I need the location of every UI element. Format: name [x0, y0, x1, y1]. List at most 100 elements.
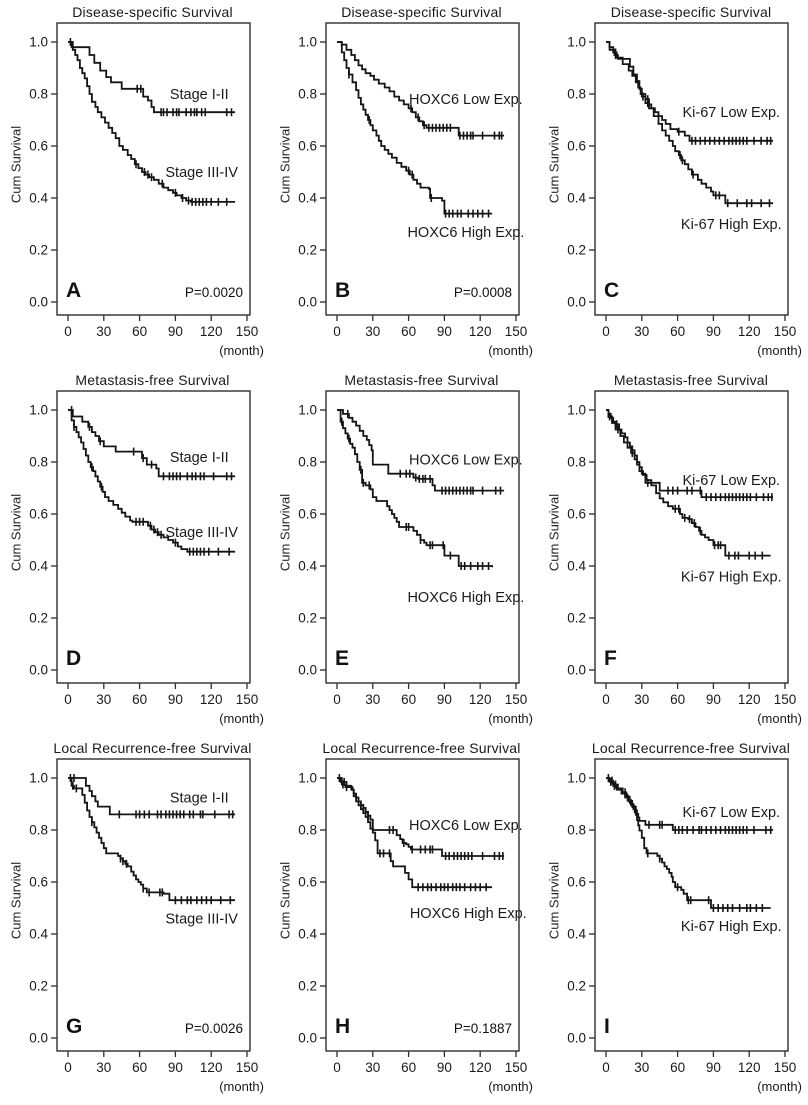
km-curve: [337, 777, 493, 889]
x-tick-label: 30: [96, 324, 111, 339]
x-axis-unit: (month): [219, 711, 264, 726]
censor-marks: [609, 777, 764, 912]
x-tick-label: 30: [365, 1060, 380, 1075]
series-label: Ki-67 Low Exp.: [683, 805, 781, 821]
panel-I: Local Recurrence-free Survival Cum Survi…: [538, 736, 808, 1105]
y-tick-label: 0.8: [298, 455, 317, 470]
y-tick-label: 0.6: [298, 875, 317, 890]
x-axis-unit: (month): [757, 343, 802, 358]
series-label: Stage I-II: [170, 450, 229, 466]
y-tick-label: 1.0: [298, 35, 317, 50]
censor-marks: [608, 412, 764, 560]
x-tick-label: 150: [505, 692, 528, 707]
y-tick-label: 1.0: [29, 771, 48, 786]
km-curve: [337, 409, 505, 492]
y-tick-label: 0.8: [29, 455, 48, 470]
x-tick-label: 60: [401, 1060, 416, 1075]
km-curve: [68, 777, 236, 902]
censor-marks: [607, 409, 773, 502]
panel-letter: E: [335, 647, 349, 670]
panel-letter: H: [335, 1015, 350, 1038]
y-tick-label: 0.6: [29, 875, 48, 890]
panel-letter: C: [604, 279, 619, 302]
series-label: Ki-67 Low Exp.: [683, 105, 781, 121]
y-tick-label: 1.0: [298, 403, 317, 418]
x-axis-unit: (month): [219, 343, 264, 358]
y-tick-label: 0.0: [567, 295, 586, 310]
panel-H: Local Recurrence-free Survival Cum Survi…: [269, 736, 538, 1105]
x-tick-label: 90: [706, 692, 721, 707]
panel-letter: B: [335, 279, 350, 302]
x-tick-label: 150: [505, 1060, 528, 1075]
p-value: P=0.0020: [185, 285, 243, 300]
plot-box: [325, 22, 520, 316]
panel-title: Local Recurrence-free Survival: [322, 740, 521, 756]
y-tick-label: 0.2: [298, 611, 317, 626]
x-tick-label: 120: [738, 692, 761, 707]
x-axis-unit: (month): [757, 1079, 802, 1094]
km-plot: 0.0 0.2 0.4 0.6 0.8 1.0 0 30 60 90 120 150 (month) St…: [29, 390, 264, 726]
x-tick-label: 90: [437, 692, 452, 707]
panel-title: Local Recurrence-free Survival: [591, 740, 791, 756]
series-label: HOXC6 High Exp.: [407, 590, 524, 606]
x-tick-label: 150: [505, 324, 528, 339]
plot-box: [594, 758, 789, 1052]
y-tick-label: 0.0: [298, 1031, 317, 1046]
series-label: Ki-67 High Exp.: [681, 569, 782, 585]
x-tick-label: 30: [634, 692, 649, 707]
censor-marks: [73, 422, 230, 556]
x-tick-label: 90: [168, 1060, 183, 1075]
x-tick-label: 150: [774, 324, 797, 339]
x-tick-label: 0: [64, 324, 72, 339]
y-tick-label: 1.0: [298, 771, 317, 786]
y-tick-label: 0.8: [567, 455, 586, 470]
km-curve: [68, 409, 236, 553]
x-tick-label: 30: [634, 1060, 649, 1075]
series-label: HOXC6 High Exp.: [407, 225, 524, 241]
km-plot: 0.0 0.2 0.4 0.6 0.8 1.0 0 30 60 90 120 150 (month) St…: [29, 758, 264, 1094]
censor-marks: [342, 780, 487, 892]
x-tick-label: 90: [168, 324, 183, 339]
y-tick-label: 0.0: [298, 663, 317, 678]
km-plot: 0.0 0.2 0.4 0.6 0.8 1.0 0 30 60 90 120 150 (month) HO…: [298, 758, 533, 1094]
series-label: HOXC6 High Exp.: [410, 906, 527, 922]
x-tick-label: 120: [469, 692, 492, 707]
km-plot: 0.0 0.2 0.4 0.6 0.8 1.0 0 30 60 90 120 150 (month) HO…: [298, 390, 533, 726]
x-tick-label: 0: [602, 692, 610, 707]
plot-box: [325, 390, 520, 684]
panel-title: Metastasis-free Survival: [613, 372, 769, 388]
y-tick-label: 0.6: [567, 507, 586, 522]
panel-letter: I: [604, 1015, 610, 1038]
panel-title: Local Recurrence-free Survival: [53, 740, 252, 756]
x-tick-label: 120: [738, 324, 761, 339]
panel-title: Metastasis-free Survival: [75, 372, 230, 388]
x-tick-label: 90: [706, 1060, 721, 1075]
y-tick-label: 0.4: [567, 191, 586, 206]
panel-C: Disease-specific Survival Cum Survival 0…: [538, 0, 808, 368]
y-tick-label: 1.0: [567, 403, 586, 418]
y-tick-label: 0.0: [567, 663, 586, 678]
plot-box: [325, 758, 520, 1052]
panel-title: Metastasis-free Survival: [344, 372, 499, 388]
p-value: P=0.1887: [454, 1021, 512, 1036]
x-tick-label: 90: [437, 1060, 452, 1075]
panel-F: Metastasis-free Survival Cum Survival 0.…: [538, 368, 808, 736]
y-tick-label: 0.0: [29, 295, 48, 310]
x-tick-label: 30: [365, 324, 380, 339]
x-tick-label: 150: [774, 1060, 797, 1075]
km-curve: [337, 409, 493, 568]
series-label: Stage I-II: [170, 87, 229, 103]
y-tick-label: 0.2: [298, 979, 317, 994]
panel-letter: G: [66, 1015, 82, 1038]
km-curve: [68, 409, 236, 478]
x-tick-label: 150: [236, 1060, 259, 1075]
km-curve: [68, 777, 236, 816]
y-tick-label: 0.6: [567, 139, 586, 154]
x-tick-label: 0: [602, 324, 610, 339]
plot-box: [56, 22, 251, 316]
km-curve: [68, 41, 236, 203]
y-tick-label: 0.2: [29, 243, 48, 258]
x-tick-label: 30: [96, 1060, 111, 1075]
x-tick-label: 30: [365, 692, 380, 707]
y-tick-label: 0.0: [29, 663, 48, 678]
